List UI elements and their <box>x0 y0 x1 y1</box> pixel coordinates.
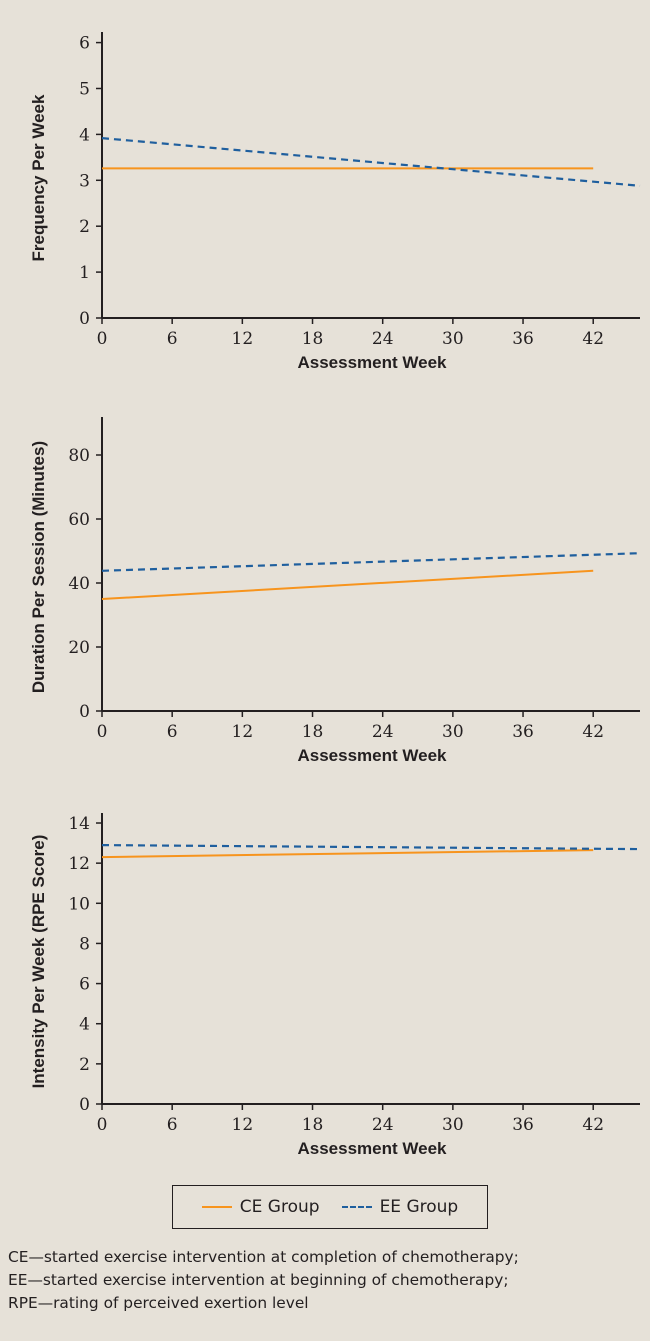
y-tick-label: 40 <box>68 574 90 594</box>
x-tick-label: 42 <box>582 329 604 349</box>
legend-entry-ce: CE Group <box>201 1197 320 1217</box>
y-axis-title: Duration Per Session (Minutes) <box>29 441 48 693</box>
y-tick-label: 3 <box>79 171 90 191</box>
legend-label-ee: EE Group <box>379 1197 459 1217</box>
x-tick-label: 24 <box>372 329 394 349</box>
x-tick-label: 12 <box>232 722 254 742</box>
legend-label-ce: CE Group <box>239 1197 320 1217</box>
x-tick-label: 42 <box>582 1115 604 1135</box>
x-axis-title: Assessment Week <box>298 746 448 765</box>
x-tick-label: 42 <box>582 722 604 742</box>
x-tick-label: 6 <box>167 329 178 349</box>
legend-swatch-ee <box>341 1206 372 1208</box>
x-tick-label: 18 <box>302 722 324 742</box>
y-tick-label: 1 <box>79 263 90 283</box>
x-tick-label: 18 <box>302 1115 324 1135</box>
y-tick-label: 8 <box>79 934 90 954</box>
y-tick-label: 0 <box>79 1095 90 1115</box>
legend: CE Group EE Group <box>172 1185 488 1229</box>
x-tick-label: 0 <box>97 1115 108 1135</box>
legend-entry-ee: EE Group <box>341 1197 459 1217</box>
x-tick-label: 24 <box>372 722 394 742</box>
y-tick-label: 4 <box>79 125 90 145</box>
x-tick-label: 18 <box>302 329 324 349</box>
x-tick-label: 0 <box>97 722 108 742</box>
y-tick-label: 0 <box>79 309 90 329</box>
ce-group-line <box>101 569 594 600</box>
y-tick-label: 14 <box>68 814 90 834</box>
y-tick-label: 2 <box>79 217 90 237</box>
ce-group-line <box>101 849 594 859</box>
x-tick-label: 36 <box>512 722 534 742</box>
ee-group-line <box>101 552 641 572</box>
x-tick-label: 30 <box>442 329 464 349</box>
legend-swatch-ce <box>201 1206 232 1208</box>
y-tick-label: 2 <box>79 1055 90 1075</box>
x-tick-label: 36 <box>512 329 534 349</box>
x-axis-title: Assessment Week <box>298 353 448 372</box>
x-tick-label: 6 <box>167 722 178 742</box>
x-axis-title: Assessment Week <box>298 1139 448 1158</box>
y-tick-label: 12 <box>68 854 90 874</box>
y-tick-label: 4 <box>79 1015 90 1035</box>
footnote-line-rpe: RPE—rating of perceived exertion level <box>8 1294 309 1312</box>
y-tick-label: 10 <box>68 894 90 914</box>
y-tick-label: 5 <box>79 79 90 99</box>
x-tick-label: 30 <box>442 722 464 742</box>
x-tick-label: 0 <box>97 329 108 349</box>
x-tick-label: 12 <box>232 329 254 349</box>
chart-duration: 0 20 40 60 80 0 6 12 18 24 30 36 42 Assessment Week Du… <box>29 417 641 765</box>
ee-group-line <box>101 844 641 851</box>
x-tick-label: 6 <box>167 1115 178 1135</box>
footnote-line-ce: CE—started exercise intervention at comp… <box>8 1248 519 1266</box>
x-tick-label: 36 <box>512 1115 534 1135</box>
x-tick-label: 24 <box>372 1115 394 1135</box>
y-tick-label: 6 <box>79 34 90 54</box>
y-tick-label: 0 <box>79 702 90 722</box>
y-tick-label: 60 <box>68 510 90 530</box>
y-tick-label: 20 <box>68 638 90 658</box>
footnote-line-ee: EE—started exercise intervention at begi… <box>8 1271 509 1289</box>
ee-group-line <box>101 137 641 187</box>
footnote: CE—started exercise intervention at comp… <box>8 1246 648 1315</box>
y-axis-title: Frequency Per Week <box>29 94 48 261</box>
y-axis-title: Intensity Per Week (RPE Score) <box>29 835 48 1089</box>
y-tick-label: 6 <box>79 975 90 995</box>
x-tick-label: 30 <box>442 1115 464 1135</box>
y-tick-label: 80 <box>68 446 90 466</box>
x-tick-label: 12 <box>232 1115 254 1135</box>
